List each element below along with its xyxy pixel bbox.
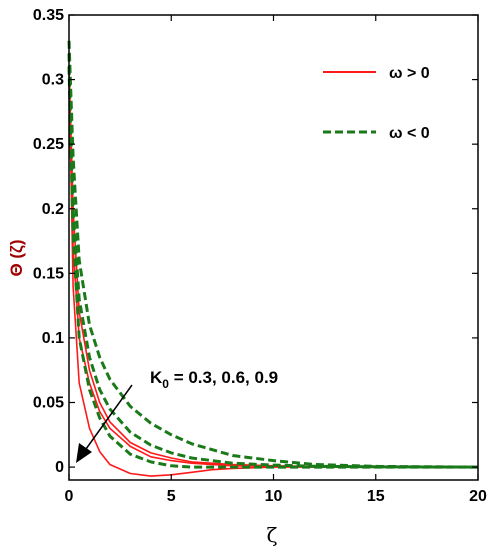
x-tick-label: 0: [65, 488, 74, 505]
y-tick-label: 0.2: [42, 201, 64, 218]
annotation-arrow-head: [76, 443, 92, 463]
x-tick-label: 20: [469, 488, 487, 505]
legend-label-omega-positive: ω > 0: [389, 65, 430, 82]
annotation-arrow-shaft: [85, 384, 133, 450]
y-tick-label: 0.1: [42, 330, 64, 347]
k0-annotation: K0 = 0.3, 0.6, 0.9: [76, 368, 278, 463]
annotation-text: K0 = 0.3, 0.6, 0.9: [150, 368, 278, 391]
annotation-values: = 0.3, 0.6, 0.9: [169, 368, 278, 387]
x-tick-label: 15: [367, 488, 385, 505]
y-axis-label: Θ (ζ): [7, 239, 26, 276]
y-axis-ticks: 0 0.05 0.1 0.15 0.2 0.25 0.3 0.35: [33, 7, 478, 476]
legend-label-omega-negative: ω < 0: [389, 125, 430, 142]
x-axis-label: ζ: [267, 523, 278, 547]
legend: ω > 0 ω < 0: [323, 65, 430, 142]
series-line-omega-negative-k0-0-6: [67, 53, 479, 469]
y-tick-label: 0.35: [33, 7, 64, 24]
y-tick-label: 0: [55, 459, 64, 476]
x-tick-label: 5: [167, 488, 176, 505]
y-tick-label: 0.25: [33, 136, 64, 153]
series-line-omega-negative-k0-0-9: [67, 66, 478, 469]
series-layer: [67, 40, 479, 477]
x-tick-label: 10: [265, 488, 283, 505]
y-tick-label: 0.15: [33, 265, 64, 282]
series-line-omega-negative-k0-0-3: [67, 40, 479, 469]
x-axis-ticks: 0 5 10 15 20: [65, 15, 487, 505]
annotation-k-subscript: 0: [162, 377, 169, 391]
annotation-k-symbol: K: [150, 368, 163, 387]
y-tick-label: 0.05: [33, 395, 64, 412]
y-tick-label: 0.3: [42, 72, 64, 89]
